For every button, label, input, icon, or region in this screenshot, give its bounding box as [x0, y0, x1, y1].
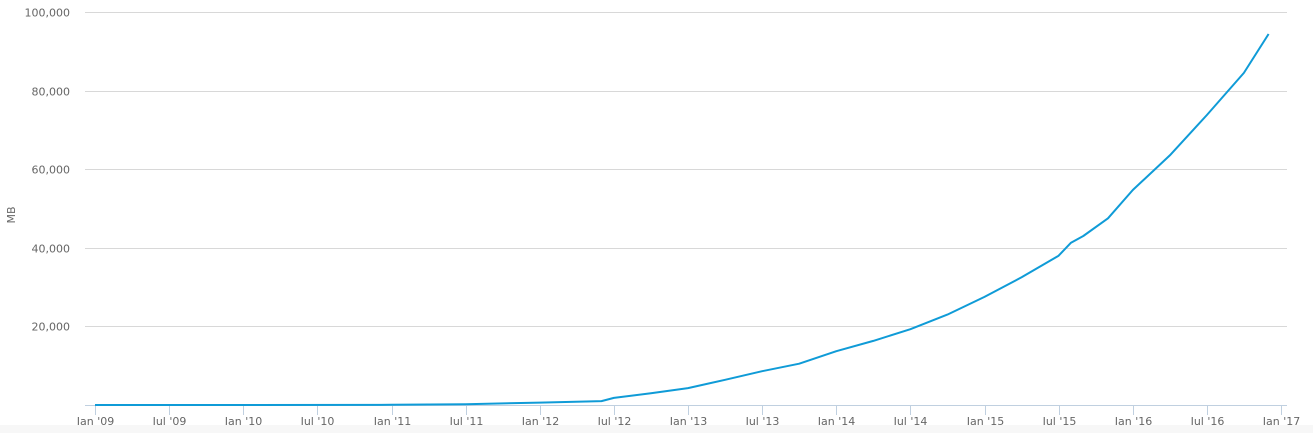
- x-tick-label: Jan '14: [817, 415, 855, 428]
- y-tick-label: 20,000: [32, 321, 71, 334]
- y-tick-label: 60,000: [32, 164, 71, 177]
- y-tick-label: 80,000: [32, 86, 71, 99]
- y-axis-label: MB: [5, 206, 18, 223]
- x-tick-label: Jul '16: [1190, 415, 1225, 428]
- gridlines: [85, 12, 1287, 327]
- x-tick-label: Jan '12: [521, 415, 559, 428]
- x-tick-label: Jul '10: [300, 415, 335, 428]
- series-group: [95, 33, 1270, 406]
- x-tick-label: Jul '14: [893, 415, 928, 428]
- x-tick-label: Jan '16: [1114, 415, 1152, 428]
- y-tick-label: 100,000: [25, 7, 71, 20]
- x-tick-label: Jul '11: [449, 415, 484, 428]
- y-axis-ticks: 20,000 40,000 60,000 80,000 100,000: [25, 7, 71, 334]
- x-tick-label: Jan '15: [966, 415, 1004, 428]
- x-tick-label: Jul '13: [745, 415, 780, 428]
- x-tick-label: Jul '09: [152, 415, 187, 428]
- x-tick-label: Jan '10: [224, 415, 262, 428]
- x-tick-label: Jan '13: [669, 415, 707, 428]
- x-tick-label: Jan '09: [76, 415, 114, 428]
- series-line: [95, 33, 1270, 406]
- x-tick-label: Jul '12: [597, 415, 632, 428]
- x-tick-label: Jan '17: [1262, 415, 1300, 428]
- y-tick-label: 40,000: [32, 243, 71, 256]
- x-tick-label: Jan '11: [373, 415, 411, 428]
- bottom-strip: [0, 425, 1313, 433]
- x-tick-label: Jul '15: [1042, 415, 1077, 428]
